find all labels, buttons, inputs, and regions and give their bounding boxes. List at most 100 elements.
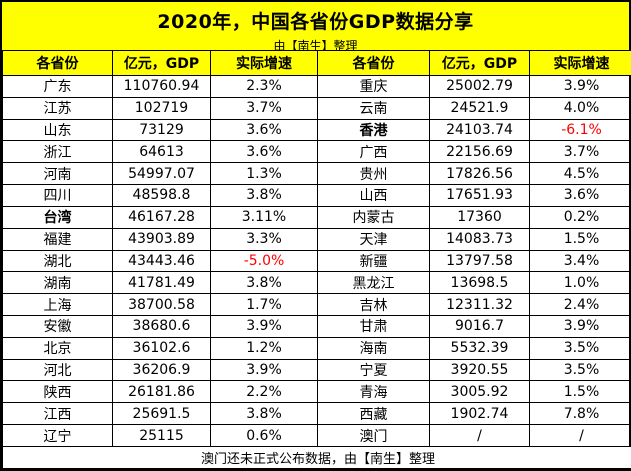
growth-cell: 3.9% <box>210 358 318 382</box>
province-cell: 湖北 <box>2 249 113 273</box>
growth-cell: 1.7% <box>210 293 318 316</box>
growth-cell: 0.2% <box>529 205 631 229</box>
growth-cell: 4.5% <box>529 162 631 186</box>
growth-cell: 3.4% <box>529 249 631 273</box>
growth-cell: 1.5% <box>529 380 631 404</box>
province-cell: 山东 <box>2 118 113 142</box>
gdp-cell: 9016.7 <box>429 314 530 338</box>
header-row: 各省份 亿元，GDP 实际增速 各省份 亿元，GDP 实际增速 <box>2 50 631 76</box>
gdp-cell: 43443.46 <box>112 249 211 273</box>
growth-cell: 3.9% <box>529 75 631 98</box>
province-cell: 陕西 <box>2 380 113 404</box>
growth-cell: 3.7% <box>210 96 318 120</box>
column-header-gdp-left: 亿元，GDP <box>112 50 211 76</box>
gdp-cell: 102719 <box>112 96 211 120</box>
province-cell: 宁夏 <box>317 358 430 382</box>
column-header-province-right: 各省份 <box>317 50 430 76</box>
gdp-table-header: 各省份 亿元，GDP 实际增速 各省份 亿元，GDP 实际增速 <box>2 50 631 76</box>
province-cell: 内蒙古 <box>317 205 430 229</box>
province-cell: 澳门 <box>317 424 430 447</box>
growth-cell: 3.8% <box>210 184 318 207</box>
province-cell: 重庆 <box>317 75 430 98</box>
table-row: 浙江 64613 3.6% 广西 22156.69 3.7% <box>2 140 631 164</box>
gdp-cell: 17651.93 <box>429 184 530 207</box>
footnote-row: 澳门还未正式公布数据，由【南生】整理 <box>2 446 631 469</box>
gdp-cell: 73129 <box>112 118 211 142</box>
growth-cell: 3.6% <box>210 118 318 142</box>
gdp-cell: 38700.58 <box>112 293 211 316</box>
gdp-cell: 26181.86 <box>112 380 211 404</box>
growth-cell: -6.1% <box>529 118 631 142</box>
gdp-cell: 110760.94 <box>112 75 211 98</box>
gdp-cell: 24521.9 <box>429 96 530 120</box>
gdp-cell: 1902.74 <box>429 402 530 425</box>
gdp-table-body: 广东 110760.94 2.3% 重庆 25002.79 3.9% 江苏 102719 3.7… <box>2 75 631 447</box>
growth-cell: 1.2% <box>210 336 318 360</box>
growth-cell: 1.5% <box>529 227 631 251</box>
province-cell: 西藏 <box>317 402 430 425</box>
province-cell: 浙江 <box>2 140 113 164</box>
gdp-cell: 17360 <box>429 205 530 229</box>
gdp-cell: 36102.6 <box>112 336 211 360</box>
growth-cell: 3.9% <box>529 314 631 338</box>
gdp-cell: 64613 <box>112 140 211 164</box>
gdp-cell: 13698.5 <box>429 271 530 295</box>
table-row: 辽宁 25115 0.6% 澳门 / / <box>2 424 631 447</box>
province-cell: 河南 <box>2 162 113 186</box>
growth-cell: / <box>529 424 631 447</box>
gdp-cell: 46167.28 <box>112 205 211 229</box>
table-row: 陕西 26181.86 2.2% 青海 3005.92 1.5% <box>2 380 631 404</box>
province-cell: 香港 <box>317 118 430 142</box>
gdp-cell: 17826.56 <box>429 162 530 186</box>
gdp-cell: 43903.89 <box>112 227 211 251</box>
province-cell: 甘肃 <box>317 314 430 338</box>
column-header-growth-right: 实际增速 <box>529 50 631 76</box>
gdp-cell: 13797.58 <box>429 249 530 273</box>
table-row: 福建 43903.89 3.3% 天津 14083.73 1.5% <box>2 227 631 251</box>
growth-cell: 0.6% <box>210 424 318 447</box>
gdp-cell: 25115 <box>112 424 211 447</box>
growth-cell: 3.9% <box>210 314 318 338</box>
gdp-cell: 5532.39 <box>429 336 530 360</box>
growth-cell: -5.0% <box>210 249 318 273</box>
province-cell: 广西 <box>317 140 430 164</box>
province-cell: 上海 <box>2 293 113 316</box>
province-cell: 福建 <box>2 227 113 251</box>
growth-cell: 7.8% <box>529 402 631 425</box>
table-row: 江西 25691.5 3.8% 西藏 1902.74 7.8% <box>2 402 631 425</box>
growth-cell: 1.0% <box>529 271 631 295</box>
province-cell: 台湾 <box>2 205 113 229</box>
gdp-cell: 25691.5 <box>112 402 211 425</box>
gdp-table: 各省份 亿元，GDP 实际增速 各省份 亿元，GDP 实际增速 广东 110760… <box>2 50 631 469</box>
gdp-cell: 14083.73 <box>429 227 530 251</box>
gdp-cell: 54997.07 <box>112 162 211 186</box>
growth-cell: 3.6% <box>210 140 318 164</box>
gdp-cell: 3920.55 <box>429 358 530 382</box>
province-cell: 吉林 <box>317 293 430 316</box>
gdp-cell: 12311.32 <box>429 293 530 316</box>
growth-cell: 3.8% <box>210 402 318 425</box>
gdp-cell: / <box>429 424 530 447</box>
table-row: 安徽 38680.6 3.9% 甘肃 9016.7 3.9% <box>2 314 631 338</box>
gdp-cell: 25002.79 <box>429 75 530 98</box>
growth-cell: 2.3% <box>210 75 318 98</box>
table-row: 四川 48598.8 3.8% 山西 17651.93 3.6% <box>2 184 631 207</box>
province-cell: 广东 <box>2 75 113 98</box>
province-cell: 云南 <box>317 96 430 120</box>
growth-cell: 1.3% <box>210 162 318 186</box>
growth-cell: 2.2% <box>210 380 318 404</box>
table-row: 河南 54997.07 1.3% 贵州 17826.56 4.5% <box>2 162 631 186</box>
province-cell: 江西 <box>2 402 113 425</box>
table-row: 河北 36206.9 3.9% 宁夏 3920.55 3.5% <box>2 358 631 382</box>
table-row: 江苏 102719 3.7% 云南 24521.9 4.0% <box>2 96 631 120</box>
table-row: 广东 110760.94 2.3% 重庆 25002.79 3.9% <box>2 75 631 98</box>
province-cell: 安徽 <box>2 314 113 338</box>
gdp-cell: 24103.74 <box>429 118 530 142</box>
province-cell: 海南 <box>317 336 430 360</box>
table-row: 台湾 46167.28 3.11% 内蒙古 17360 0.2% <box>2 205 631 229</box>
table-row: 湖南 41781.49 3.8% 黑龙江 13698.5 1.0% <box>2 271 631 295</box>
gdp-cell: 36206.9 <box>112 358 211 382</box>
growth-cell: 3.3% <box>210 227 318 251</box>
province-cell: 黑龙江 <box>317 271 430 295</box>
